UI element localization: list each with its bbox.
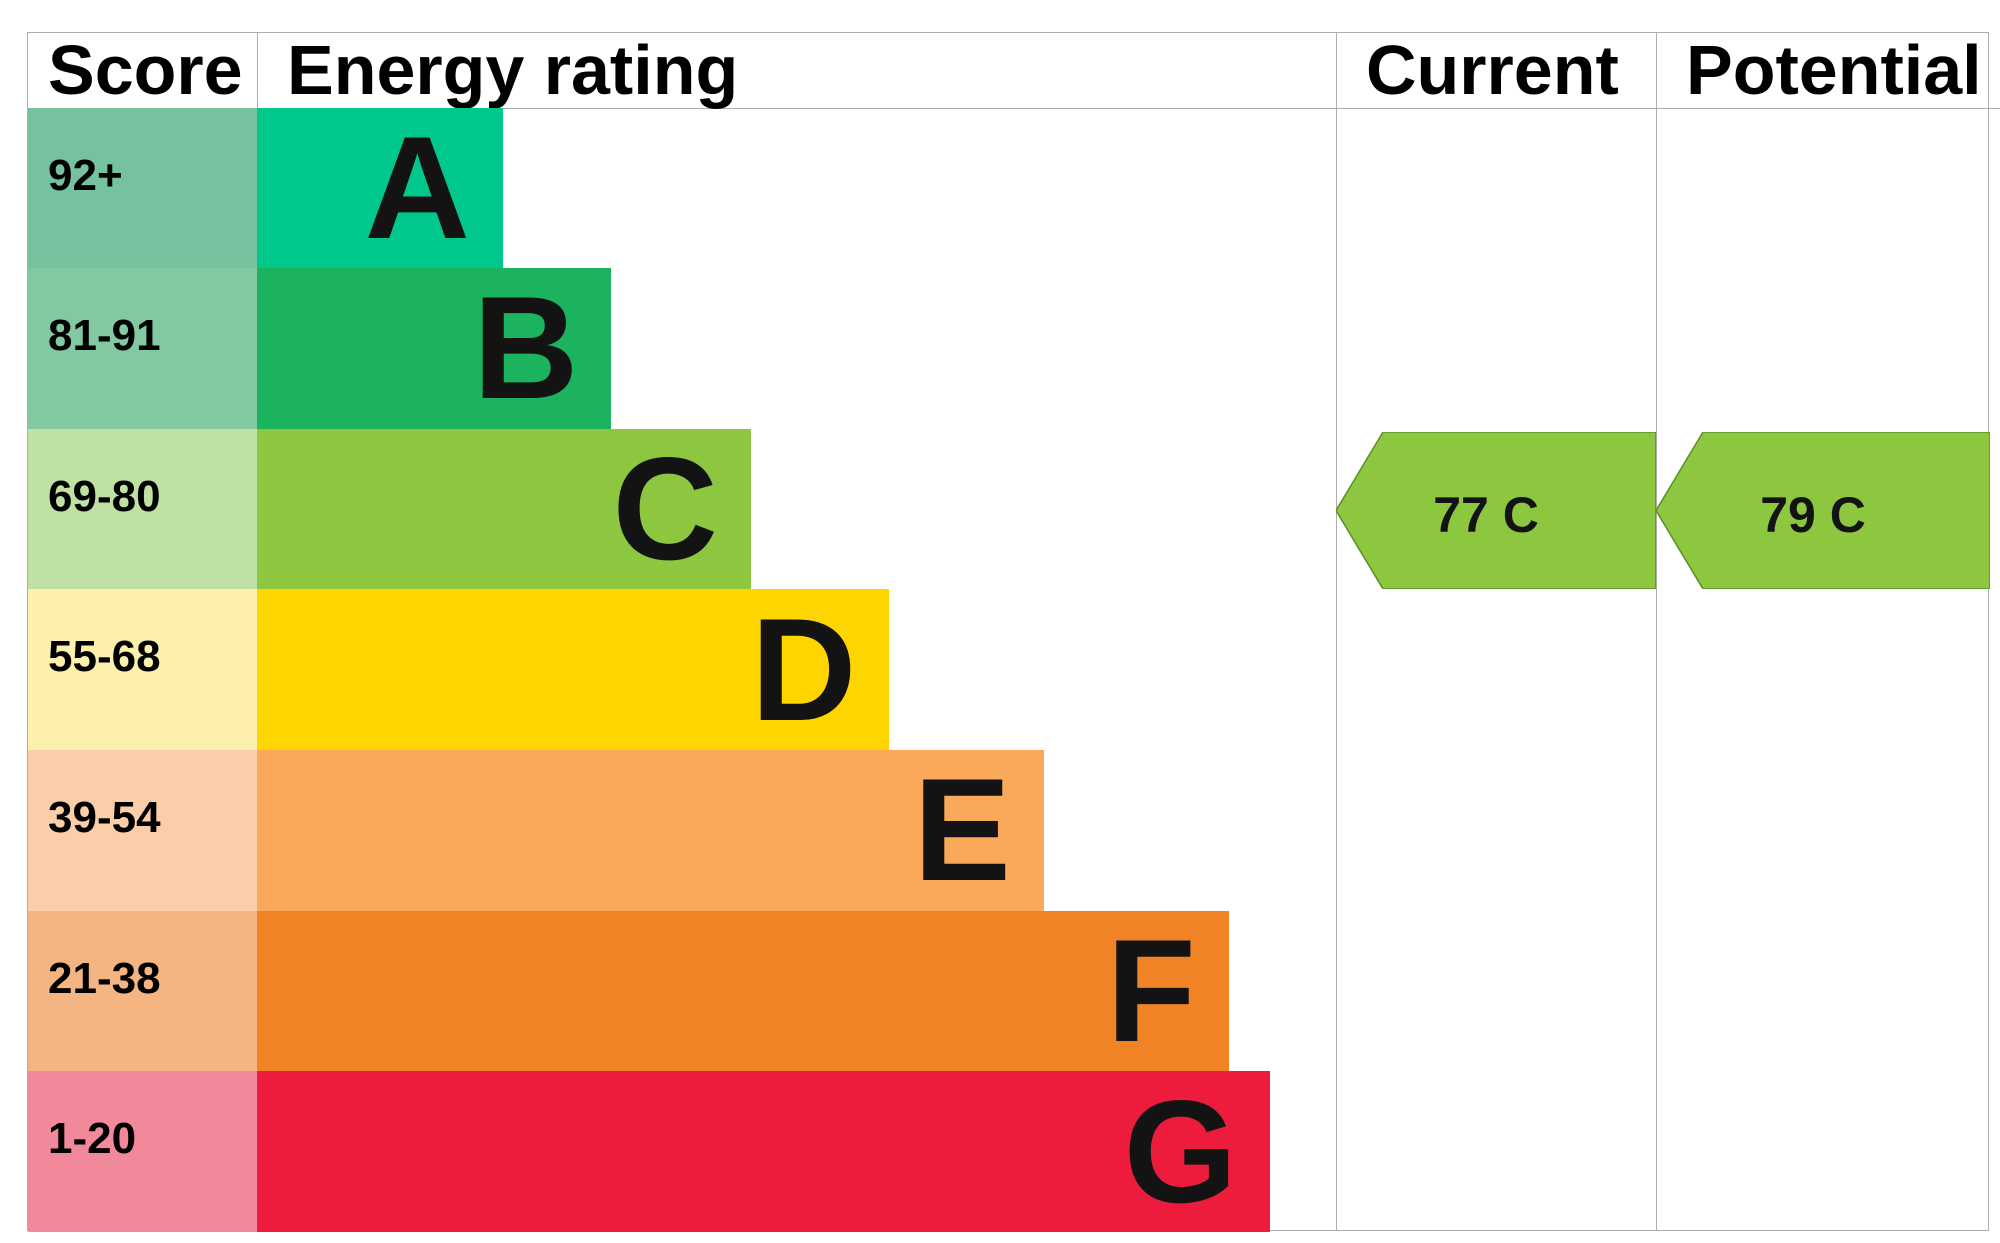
svg-text:77 C: 77 C — [1433, 487, 1539, 543]
svg-text:79 C: 79 C — [1760, 487, 1866, 543]
